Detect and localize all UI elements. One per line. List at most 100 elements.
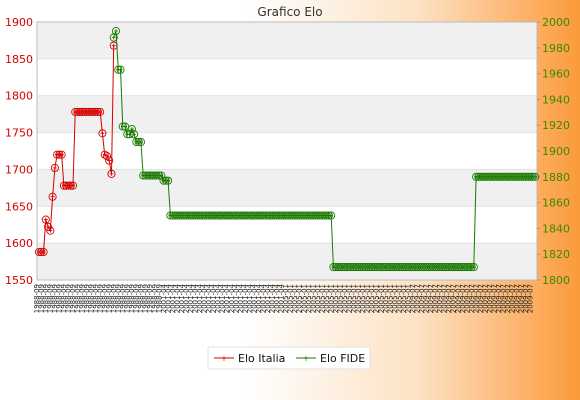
x-tick-label: 2009-07 xyxy=(513,284,521,313)
x-tick-label: 2009-07 xyxy=(436,284,444,313)
data-point-cross xyxy=(41,249,46,254)
data-point xyxy=(130,130,139,139)
data-point-cross xyxy=(52,165,57,170)
data-point xyxy=(57,150,66,159)
x-tick-label: 2001-04 xyxy=(255,283,263,313)
x-tick-label: 2009-07 xyxy=(490,284,498,313)
data-point xyxy=(98,129,107,138)
data-point xyxy=(327,211,336,220)
y-left-tick-label: 1600 xyxy=(5,237,33,250)
data-point xyxy=(39,247,48,257)
x-tick-label: 2001-04 xyxy=(169,283,177,313)
y-axis-left: 1550 1600 1650 1700 1750 1800 1850 1900 xyxy=(5,16,33,287)
x-tick-label: 2009-07 xyxy=(495,284,503,313)
x-tick-label: 2005-01 xyxy=(300,284,308,313)
data-point-cross xyxy=(138,139,143,144)
x-tick-label: 1988-09 xyxy=(137,284,145,313)
grid-band xyxy=(37,95,537,133)
x-tick-label: 2001-04 xyxy=(192,283,200,313)
x-tick-label: 2005-01 xyxy=(400,284,408,313)
x-tick-label: 2001-04 xyxy=(237,283,245,313)
x-tick-label: 1988-09 xyxy=(146,284,154,313)
y-left-tick-label: 1800 xyxy=(5,90,33,103)
data-point-cross xyxy=(109,171,114,176)
data-point xyxy=(121,122,130,131)
data-point xyxy=(107,169,116,178)
x-tick-label: 2009-07 xyxy=(454,284,462,313)
x-tick-label: 2009-07 xyxy=(432,284,440,313)
x-tick-label: 2005-01 xyxy=(291,284,299,313)
x-tick-label: 2001-04 xyxy=(182,283,190,313)
x-tick-label: 1988-09 xyxy=(33,284,41,313)
data-point-cross xyxy=(111,43,116,48)
x-tick-label: 2009-07 xyxy=(463,284,471,313)
x-tick-label: 2009-07 xyxy=(518,284,526,313)
y-left-tick-label: 1750 xyxy=(5,127,33,140)
x-tick-label: 2001-04 xyxy=(250,283,258,313)
x-tick-label: 1988-09 xyxy=(56,284,64,313)
y-right-tick-label: 2000 xyxy=(542,16,570,29)
x-tick-label: 2009-07 xyxy=(441,284,449,313)
x-tick-label: 2005-01 xyxy=(391,284,399,313)
x-tick-label: 1988-09 xyxy=(115,284,123,313)
x-tick-label: 1988-09 xyxy=(133,284,141,313)
x-tick-label: 1988-09 xyxy=(92,284,100,313)
x-tick-label: 2009-07 xyxy=(486,284,494,313)
x-tick-label: 1988-09 xyxy=(101,284,109,313)
plot-background xyxy=(37,22,537,280)
x-tick-label: 2005-01 xyxy=(373,284,381,313)
y-left-tick-label: 1550 xyxy=(5,274,33,287)
x-tick-label: 1988-09 xyxy=(38,284,46,313)
x-tick-label: 1988-09 xyxy=(42,284,50,313)
data-point xyxy=(530,172,540,181)
x-tick-label: 1988-09 xyxy=(105,284,113,313)
x-tick-label: 2005-01 xyxy=(350,284,358,313)
grid-band xyxy=(37,22,537,59)
x-tick-label: 2005-01 xyxy=(336,284,344,313)
y-left-tick-label: 1900 xyxy=(5,16,33,29)
series-layer xyxy=(34,26,540,272)
x-tick-label: 2009-07 xyxy=(427,284,435,313)
x-tick-label: 2005-01 xyxy=(305,284,313,313)
x-tick-label: 2009-07 xyxy=(409,284,417,313)
x-tick-label: 2009-07 xyxy=(509,284,517,313)
x-tick-label: 2005-01 xyxy=(332,284,340,313)
x-tick-label: 2005-01 xyxy=(323,284,331,313)
x-tick-label: 1988-09 xyxy=(69,284,77,313)
x-tick-label: 2001-04 xyxy=(241,283,249,313)
x-tick-label: 2005-01 xyxy=(341,284,349,313)
x-tick-label: 2001-04 xyxy=(196,283,204,313)
data-point xyxy=(68,181,78,190)
x-tick-label: 2001-04 xyxy=(214,283,222,313)
x-tick-label: 1988-09 xyxy=(87,284,95,313)
data-point-cross xyxy=(329,213,334,218)
x-tick-label: 2001-04 xyxy=(178,283,186,313)
x-tick-label: 2005-01 xyxy=(404,284,412,313)
x-tick-label: 2009-07 xyxy=(481,284,489,313)
x-tick-label: 1988-09 xyxy=(142,284,150,313)
data-point-cross xyxy=(107,158,112,163)
x-tick-label: 2005-01 xyxy=(296,284,304,313)
x-tick-label: 2009-07 xyxy=(477,284,485,313)
x-tick-label: 2001-04 xyxy=(232,283,240,313)
data-point-cross xyxy=(48,228,53,233)
x-tick-label: 2005-01 xyxy=(382,284,390,313)
x-tick-label: 2001-04 xyxy=(223,283,231,313)
data-point xyxy=(164,176,173,185)
x-tick-label: 2001-04 xyxy=(210,283,218,313)
x-tick-label: 1988-09 xyxy=(128,284,136,313)
data-point xyxy=(157,171,166,180)
y-axis-right: 1800 1820 1840 1860 1880 1900 1920 1940 1960 1980… xyxy=(537,16,570,287)
data-point-cross xyxy=(98,109,103,114)
y-right-tick-label: 1840 xyxy=(542,222,570,235)
x-tick-label: 2005-01 xyxy=(355,284,363,313)
x-tick-label: 2001-04 xyxy=(173,283,181,313)
data-point xyxy=(105,156,114,165)
y-right-tick-label: 1800 xyxy=(542,274,570,287)
x-tick-label: 1988-09 xyxy=(78,284,86,313)
data-point-cross xyxy=(159,173,164,178)
x-tick-label: 1988-09 xyxy=(124,284,132,313)
x-tick-label: 2005-01 xyxy=(309,284,317,313)
x-tick-label: 1988-09 xyxy=(96,284,104,313)
